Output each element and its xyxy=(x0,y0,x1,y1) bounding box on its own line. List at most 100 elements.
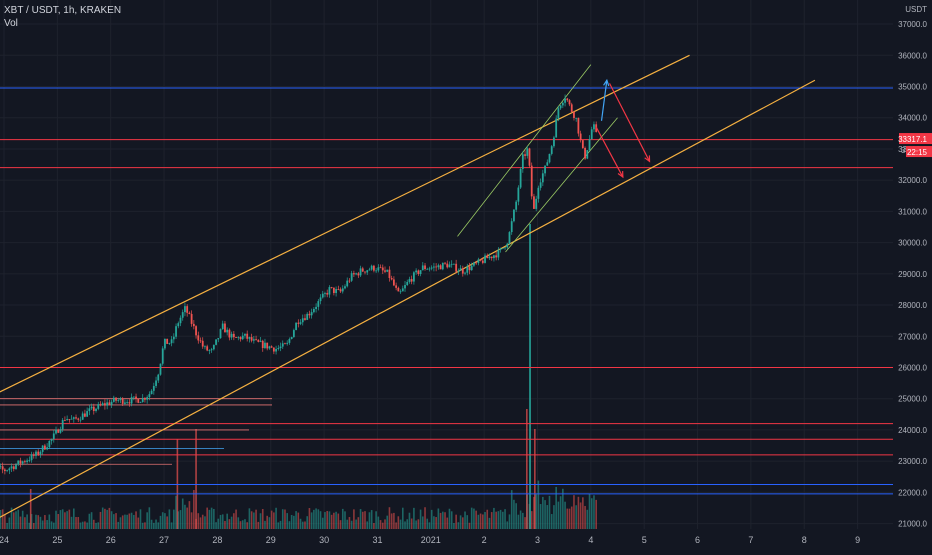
candle-body xyxy=(257,339,260,342)
candle-body xyxy=(426,268,429,270)
candle-body xyxy=(390,277,393,280)
volume-bar xyxy=(293,515,295,529)
axis-currency: USDT xyxy=(905,5,927,14)
candle-body xyxy=(0,466,2,468)
candle-body xyxy=(39,451,42,455)
candle-body xyxy=(464,272,466,274)
candle-body xyxy=(35,451,37,456)
trend-line xyxy=(457,64,592,237)
candle-body xyxy=(550,146,553,154)
volume-bar xyxy=(306,516,309,529)
volume-bar xyxy=(146,512,148,529)
volume-bar xyxy=(584,505,586,529)
price-tick-label: 32000.0 xyxy=(898,176,927,185)
candle-body xyxy=(510,221,513,233)
candle-body xyxy=(264,342,266,349)
volume-bar xyxy=(421,516,424,529)
volume-bar xyxy=(26,514,28,529)
candle-body xyxy=(526,148,529,156)
price-tick-label: 37000.0 xyxy=(898,20,927,29)
candle-body xyxy=(304,318,306,320)
candle-body xyxy=(159,363,162,375)
candle-body xyxy=(215,339,217,345)
time-tick-label: 30 xyxy=(319,535,329,545)
candle-body xyxy=(341,288,344,292)
volume-bar xyxy=(430,509,433,529)
candle-body xyxy=(321,293,324,298)
volume-bar xyxy=(137,517,140,529)
candle-body xyxy=(124,402,126,404)
volume-bar xyxy=(466,515,469,529)
volume-bar xyxy=(21,510,24,529)
candle-body xyxy=(359,268,362,276)
volume-bar xyxy=(304,521,306,529)
candle-body xyxy=(559,105,562,109)
volume-bar xyxy=(219,514,222,529)
candle-body xyxy=(252,339,255,341)
volume-bar xyxy=(417,519,420,529)
volume-bar xyxy=(386,515,389,529)
candle-body xyxy=(568,100,571,105)
volume-bar xyxy=(477,514,480,529)
candle-body xyxy=(277,348,280,349)
candle-body xyxy=(226,329,229,333)
volume-bar xyxy=(473,508,475,529)
candle-body xyxy=(161,348,164,364)
volume-bar xyxy=(44,515,46,529)
price-tick-label: 30000.0 xyxy=(898,239,927,248)
volume-bar xyxy=(530,511,533,529)
volume-bar xyxy=(261,509,264,529)
volume-bar xyxy=(346,519,349,529)
candle-body xyxy=(515,201,518,210)
candle-body xyxy=(297,322,300,324)
volume-bar xyxy=(515,503,517,529)
candle-body xyxy=(324,293,326,294)
candle-body xyxy=(52,433,55,440)
candle-body xyxy=(497,249,500,258)
projection-arrow xyxy=(595,126,624,178)
candle-body xyxy=(444,262,446,264)
candle-body xyxy=(230,333,233,338)
volume-bar xyxy=(95,522,97,529)
volume-bar xyxy=(582,497,584,529)
volume-bar xyxy=(79,522,82,529)
candle-body xyxy=(306,313,309,320)
candle-body xyxy=(15,464,17,470)
volume-bar xyxy=(55,510,57,529)
candle-body xyxy=(17,460,20,465)
volume-bar xyxy=(148,507,151,529)
volume-bar xyxy=(590,498,593,529)
time-tick-label: 5 xyxy=(642,535,647,545)
volume-bar xyxy=(510,490,513,529)
time-axis[interactable]: 24 25 26 27 28 29 30 31 2021 2 3 4 5 6 7 8 9 xyxy=(0,529,932,550)
candle-body xyxy=(553,137,555,147)
candle-body xyxy=(315,306,317,310)
candle-body xyxy=(344,286,346,289)
volume-bar xyxy=(341,508,344,529)
candle-body xyxy=(175,326,177,337)
candle-body xyxy=(181,312,184,318)
volume-bar xyxy=(270,510,273,529)
volume-bar xyxy=(490,512,493,529)
volume-bar xyxy=(410,518,413,529)
volume-bar xyxy=(237,517,240,529)
candle-body xyxy=(221,323,224,330)
volume-bar xyxy=(19,516,22,529)
volume-bar xyxy=(470,507,473,529)
candle-body xyxy=(590,129,593,140)
volume-bar xyxy=(550,514,553,529)
volume-bar xyxy=(113,514,115,529)
volume-bar xyxy=(377,516,380,529)
volume-label[interactable]: Vol xyxy=(4,18,18,29)
candle-body xyxy=(37,451,40,455)
volume-bar xyxy=(86,522,88,529)
symbol-title[interactable]: XBT / USDT, 1h, KRAKEN xyxy=(4,5,122,16)
price-axis[interactable]: USDT37000.036000.035000.034000.033000.03… xyxy=(893,0,932,550)
volume-bar xyxy=(90,512,93,529)
candle-body xyxy=(477,259,480,263)
last-price-tag xyxy=(899,133,932,145)
candle-body xyxy=(561,102,564,106)
volume-bar xyxy=(595,499,597,529)
